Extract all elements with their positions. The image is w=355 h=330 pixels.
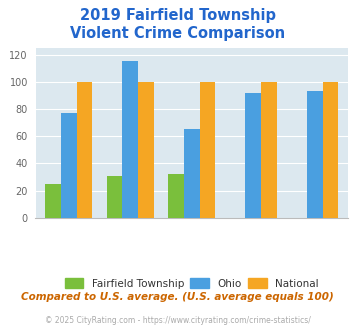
Legend: Fairfield Township, Ohio, National: Fairfield Township, Ohio, National: [61, 274, 323, 293]
Text: Violent Crime Comparison: Violent Crime Comparison: [70, 26, 285, 41]
Bar: [122, 61, 138, 218]
Bar: [77, 82, 92, 218]
Bar: [168, 174, 184, 218]
Text: © 2025 CityRating.com - https://www.cityrating.com/crime-statistics/: © 2025 CityRating.com - https://www.city…: [45, 316, 310, 325]
Text: 2019 Fairfield Township: 2019 Fairfield Township: [80, 8, 275, 23]
Bar: [200, 82, 215, 218]
Bar: [61, 113, 77, 218]
Text: Compared to U.S. average. (U.S. average equals 100): Compared to U.S. average. (U.S. average …: [21, 292, 334, 302]
Bar: [245, 93, 261, 218]
Bar: [323, 82, 338, 218]
Bar: [45, 184, 61, 218]
Bar: [261, 82, 277, 218]
Bar: [307, 91, 323, 218]
Bar: [184, 129, 200, 218]
Bar: [138, 82, 154, 218]
Bar: [106, 176, 122, 218]
